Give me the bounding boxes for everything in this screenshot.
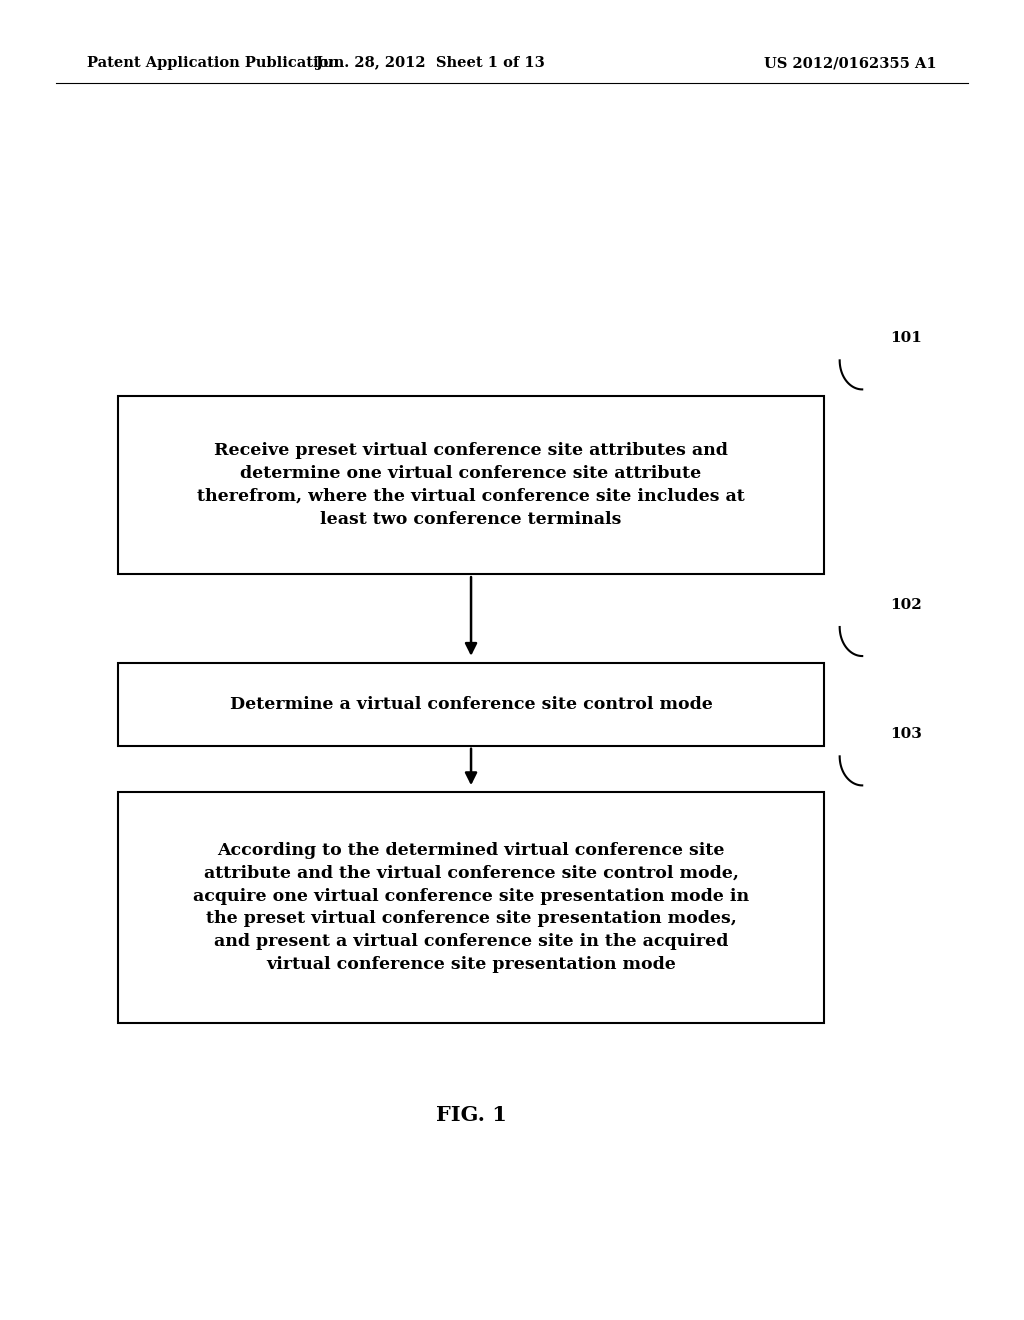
Text: According to the determined virtual conference site
attribute and the virtual co: According to the determined virtual conf… <box>193 842 750 973</box>
Bar <box>118 663 824 746</box>
Text: 101: 101 <box>890 331 922 345</box>
Text: 102: 102 <box>890 598 922 611</box>
Text: US 2012/0162355 A1: US 2012/0162355 A1 <box>764 57 937 70</box>
Text: FIG. 1: FIG. 1 <box>435 1105 507 1126</box>
Bar <box>118 396 824 574</box>
Text: Jun. 28, 2012  Sheet 1 of 13: Jun. 28, 2012 Sheet 1 of 13 <box>315 57 545 70</box>
Text: Determine a virtual conference site control mode: Determine a virtual conference site cont… <box>229 696 713 713</box>
Text: Patent Application Publication: Patent Application Publication <box>87 57 339 70</box>
Text: 103: 103 <box>890 727 922 741</box>
Text: Receive preset virtual conference site attributes and
determine one virtual conf: Receive preset virtual conference site a… <box>198 442 744 528</box>
Bar <box>118 792 824 1023</box>
